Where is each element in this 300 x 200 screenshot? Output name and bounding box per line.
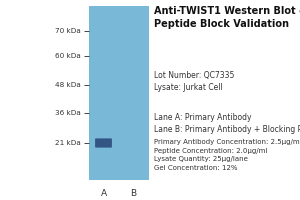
FancyBboxPatch shape: [95, 138, 112, 148]
Text: Lot Number: QC7335
Lysate: Jurkat Cell: Lot Number: QC7335 Lysate: Jurkat Cell: [154, 71, 235, 92]
FancyBboxPatch shape: [88, 6, 148, 180]
Text: 60 kDa: 60 kDa: [55, 53, 81, 59]
Text: 36 kDa: 36 kDa: [55, 110, 81, 116]
Text: B: B: [130, 188, 136, 198]
Text: 48 kDa: 48 kDa: [55, 82, 81, 88]
Text: 70 kDa: 70 kDa: [55, 28, 81, 34]
Text: 21 kDa: 21 kDa: [55, 140, 81, 146]
Text: Lane A: Primary Antibody
Lane B: Primary Antibody + Blocking Peptide: Lane A: Primary Antibody Lane B: Primary…: [154, 113, 300, 134]
Text: Primary Antibody Concentration: 2.5μg/ml
Peptide Concentration: 2.0μg/ml
Lysate : Primary Antibody Concentration: 2.5μg/ml…: [154, 139, 300, 170]
Text: Anti-TWIST1 Western Blot &
Peptide Block Validation: Anti-TWIST1 Western Blot & Peptide Block…: [154, 6, 300, 29]
Text: A: A: [100, 188, 106, 198]
